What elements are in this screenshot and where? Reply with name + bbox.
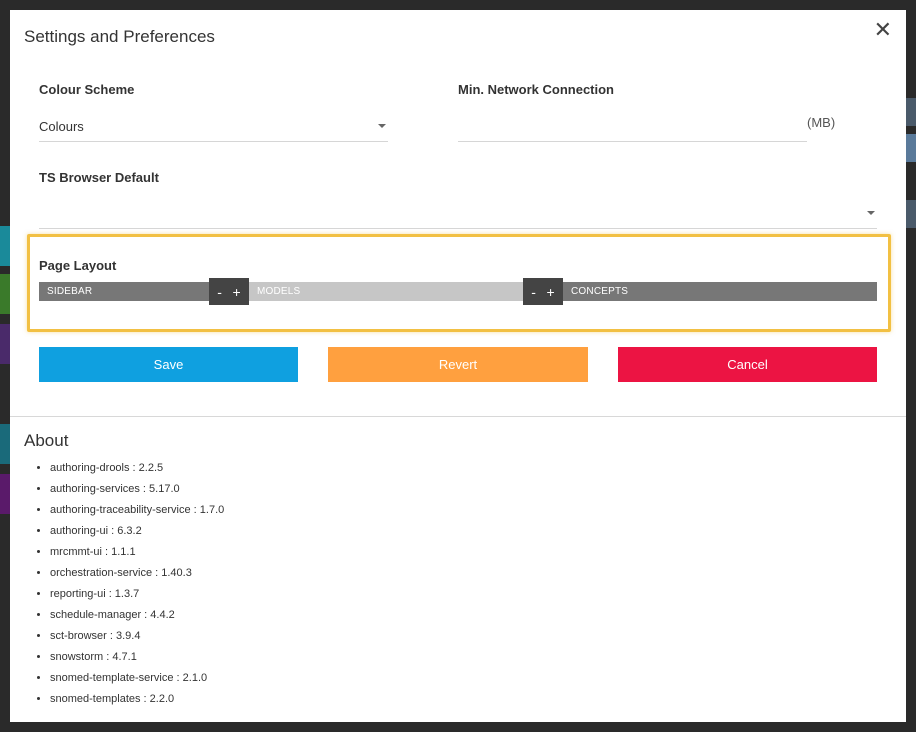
colour-scheme-label: Colour Scheme	[39, 82, 135, 97]
list-item: mrcmmt-ui : 1.1.1	[50, 546, 224, 567]
layout-control-sidebar: - +	[209, 278, 249, 305]
background-strip-right-3	[906, 200, 916, 228]
background-strip-green	[0, 274, 10, 314]
page-layout-bar: SIDEBAR - + MODELS - + CONCEPTS	[39, 278, 877, 305]
layout-control-models: - +	[523, 278, 563, 305]
close-icon[interactable]: ✕	[873, 18, 892, 43]
grow-sidebar-button[interactable]: +	[232, 283, 241, 300]
chevron-down-icon	[378, 124, 386, 128]
background-strip-teal-2	[0, 424, 10, 464]
list-item: authoring-services : 5.17.0	[50, 483, 224, 504]
colour-scheme-select[interactable]: Colours	[39, 110, 388, 142]
layout-segment-concepts: CONCEPTS	[563, 282, 877, 301]
background-strip-right-1	[906, 98, 916, 126]
modal-title: Settings and Preferences	[24, 27, 215, 46]
ts-browser-label: TS Browser Default	[39, 170, 159, 185]
list-item: authoring-ui : 6.3.2	[50, 525, 224, 546]
settings-modal: Settings and Preferences ✕ Colour Scheme…	[10, 10, 906, 722]
layout-segment-models: MODELS	[249, 282, 523, 301]
revert-button[interactable]: Revert	[328, 347, 588, 382]
shrink-models-button[interactable]: -	[531, 283, 536, 300]
list-item: sct-browser : 3.9.4	[50, 630, 224, 651]
list-item: snomed-template-service : 2.1.0	[50, 672, 224, 693]
background-strip-purple-2	[0, 474, 10, 514]
list-item: reporting-ui : 1.3.7	[50, 588, 224, 609]
list-item: snomed-templates : 2.2.0	[50, 693, 224, 714]
colour-scheme-value: Colours	[39, 119, 84, 134]
list-item: schedule-manager : 4.4.2	[50, 609, 224, 630]
layout-segment-sidebar: SIDEBAR	[39, 282, 209, 301]
save-button[interactable]: Save	[39, 347, 298, 382]
ts-browser-select[interactable]	[39, 197, 877, 229]
network-label: Min. Network Connection	[458, 82, 614, 97]
list-item: authoring-drools : 2.2.5	[50, 462, 224, 483]
about-title: About	[24, 431, 69, 450]
about-list: authoring-drools : 2.2.5 authoring-servi…	[50, 462, 224, 714]
network-unit: (MB)	[807, 115, 836, 130]
grow-models-button[interactable]: +	[546, 283, 555, 300]
list-item: snowstorm : 4.7.1	[50, 651, 224, 672]
network-input[interactable]	[458, 110, 807, 142]
chevron-down-icon	[867, 211, 875, 215]
background-strip-teal	[0, 226, 10, 266]
background-strip-purple	[0, 324, 10, 364]
page-layout-label: Page Layout	[39, 258, 117, 273]
list-item: orchestration-service : 1.40.3	[50, 567, 224, 588]
background-strip-right-2	[906, 134, 916, 162]
list-item: authoring-traceability-service : 1.7.0	[50, 504, 224, 525]
shrink-sidebar-button[interactable]: -	[217, 283, 222, 300]
divider	[10, 416, 906, 417]
page-layout-highlight	[27, 234, 891, 332]
cancel-button[interactable]: Cancel	[618, 347, 877, 382]
